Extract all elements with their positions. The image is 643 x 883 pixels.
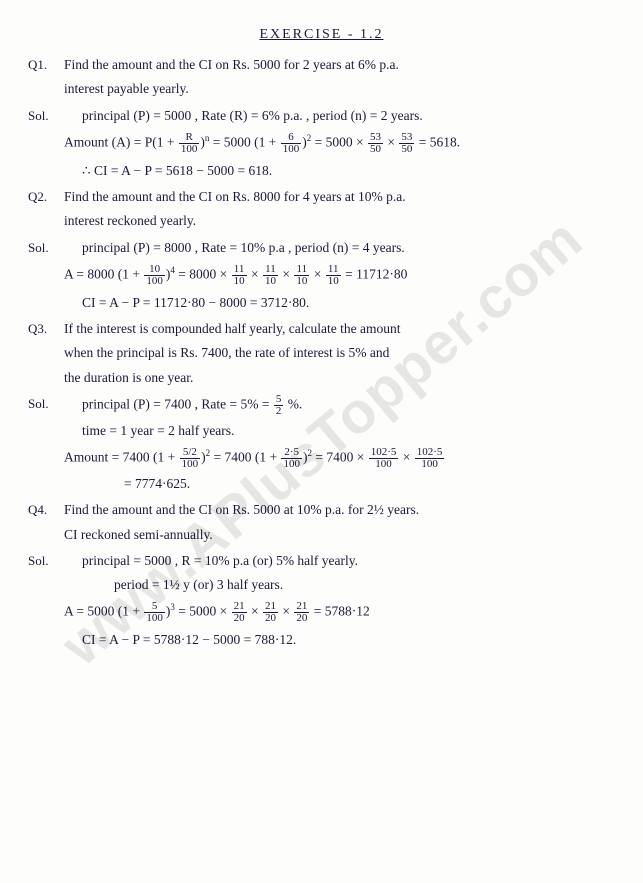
q1-sol3: ∴ CI = A − P = 5618 − 5000 = 618. xyxy=(64,161,615,181)
q2-line2: interest reckoned yearly. xyxy=(64,211,615,231)
q3-line3: the duration is one year. xyxy=(64,368,615,388)
q4-sol4: CI = A − P = 5788·12 − 5000 = 788·12. xyxy=(64,630,615,650)
q4-sol-label: Sol. xyxy=(28,551,64,571)
q4-sol3: A = 5000 (1 + 5100)3 = 5000 × 2120 × 212… xyxy=(64,601,615,624)
q2-sol-label: Sol. xyxy=(28,238,64,258)
q4-label: Q4. xyxy=(28,500,64,520)
q3-label: Q3. xyxy=(28,319,64,339)
q1-line2: interest payable yearly. xyxy=(64,79,615,99)
q2-sol2: A = 8000 (1 + 10100)4 = 8000 × 1110 × 11… xyxy=(64,264,615,287)
q3-sol4: = 7774·625. xyxy=(64,474,615,494)
q2-line1: Find the amount and the CI on Rs. 8000 f… xyxy=(64,187,615,207)
q2-label: Q2. xyxy=(28,187,64,207)
q3-line1: If the interest is compounded half yearl… xyxy=(64,319,615,339)
q3-sol1: principal (P) = 7400 , Rate = 5% = 52 %. xyxy=(64,394,615,417)
q4-sol1: principal = 5000 , R = 10% p.a (or) 5% h… xyxy=(64,551,615,571)
q1-sol2: Amount (A) = P(1 + R100)n = 5000 (1 + 61… xyxy=(64,132,615,155)
q3-line2: when the principal is Rs. 7400, the rate… xyxy=(64,343,615,363)
q4-sol2: period = 1½ y (or) 3 half years. xyxy=(64,575,615,595)
q3-sol3: Amount = 7400 (1 + 5/2100)2 = 7400 (1 + … xyxy=(64,447,615,470)
exercise-title: EXERCISE - 1.2 xyxy=(28,24,615,45)
q2-sol1: principal (P) = 8000 , Rate = 10% p.a , … xyxy=(64,238,615,258)
q1-label: Q1. xyxy=(28,55,64,75)
q1-line1: Find the amount and the CI on Rs. 5000 f… xyxy=(64,55,615,75)
q4-line2: CI reckoned semi-annually. xyxy=(64,525,615,545)
q4-line1: Find the amount and the CI on Rs. 5000 a… xyxy=(64,500,615,520)
q3-sol-label: Sol. xyxy=(28,394,64,417)
q2-sol3: CI = A − P = 11712·80 − 8000 = 3712·80. xyxy=(64,293,615,313)
q3-sol2: time = 1 year = 2 half years. xyxy=(64,421,615,441)
q1-sol1: principal (P) = 5000 , Rate (R) = 6% p.a… xyxy=(64,106,615,126)
q1-sol-label: Sol. xyxy=(28,106,64,126)
